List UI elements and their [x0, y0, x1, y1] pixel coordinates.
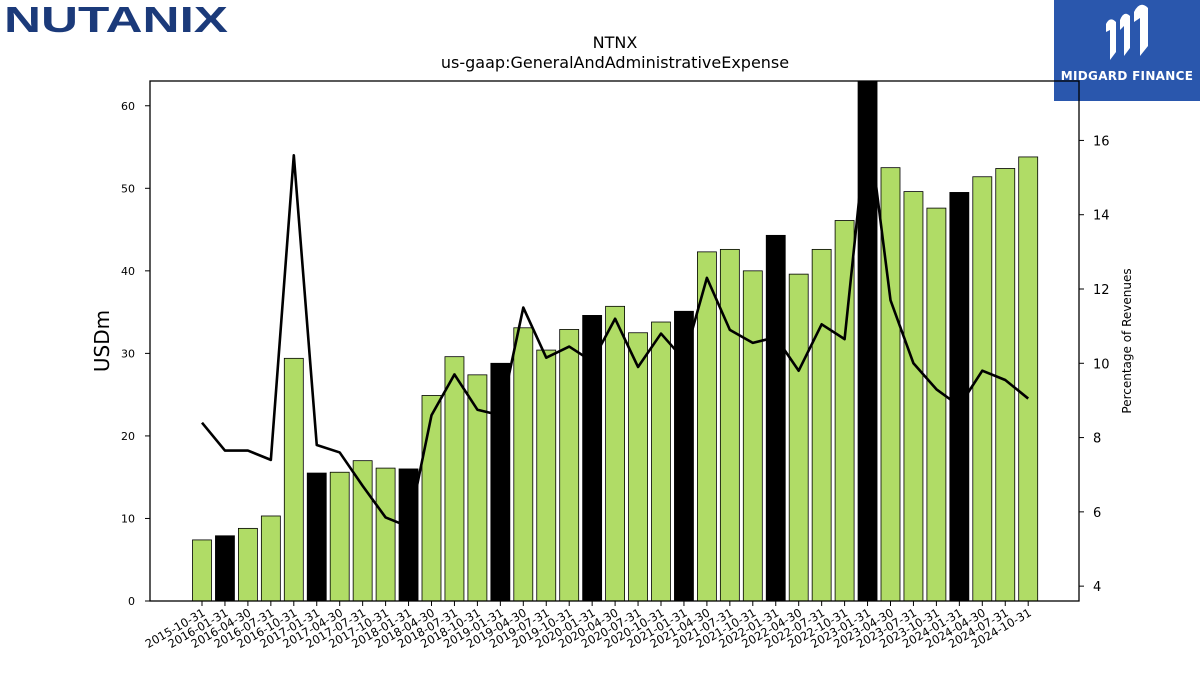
- bar-2021-01-31: [674, 310, 694, 602]
- bar-2024-10-31: [1018, 156, 1039, 602]
- bar-2016-04-30: [237, 527, 258, 602]
- bar-2024-04-30: [972, 176, 993, 602]
- y2-tick-label: 10: [1093, 357, 1110, 372]
- y-tick-label: 50: [121, 182, 135, 195]
- bar-2020-07-31: [628, 332, 648, 602]
- left-axis-ticks: 0 10 20 30 40 50 60: [121, 100, 150, 608]
- y2-tick-label: 4: [1093, 580, 1101, 595]
- bar-2021-10-31: [742, 270, 763, 602]
- bar-2019-07-31: [536, 349, 557, 602]
- bar-2019-10-31: [559, 329, 580, 602]
- percentage-line: [200, 116, 1030, 529]
- y2-tick-label: 14: [1093, 209, 1110, 224]
- y-axis-label: USDm: [90, 310, 114, 372]
- midgard-bars-icon: [1106, 4, 1148, 60]
- bar-2018-04-30: [421, 395, 442, 602]
- y-tick-label: 30: [121, 347, 135, 360]
- bar-2017-04-30: [329, 471, 350, 602]
- y2-tick-label: 8: [1093, 432, 1101, 447]
- y-tick-label: 40: [121, 265, 135, 278]
- chart-subtitle: us-gaap:GeneralAndAdministrativeExpense: [441, 53, 789, 72]
- bar-2017-10-31: [375, 467, 396, 602]
- bar-2019-04-30: [513, 327, 534, 602]
- bar-2022-01-31: [765, 234, 786, 602]
- bar-2020-04-30: [605, 305, 625, 602]
- nutanix-logo-text: NUTANIX: [4, 2, 228, 40]
- bar-2023-04-30: [880, 167, 901, 602]
- bar-2017-01-31: [306, 472, 327, 602]
- y2-tick-label: 12: [1093, 283, 1110, 298]
- bar-2017-07-31: [352, 460, 373, 602]
- y2-tick-label: 6: [1093, 506, 1101, 521]
- bar-2016-10-31: [283, 357, 304, 602]
- bar-2022-07-31: [811, 248, 832, 602]
- y-tick-label: 0: [128, 595, 135, 608]
- midgard-finance-name: MIDGARD FINANCE: [1060, 69, 1194, 83]
- bar-2020-10-31: [651, 321, 671, 602]
- bar-2018-07-31: [444, 356, 465, 602]
- y2-axis-label: Percentage of Revenues: [1120, 268, 1134, 413]
- y2-tick-label: 16: [1093, 134, 1110, 149]
- bar-2016-01-31: [215, 535, 235, 602]
- x-axis-ticks: 2015-10-312016-01-312016-04-302016-07-31…: [143, 601, 1034, 651]
- y-tick-label: 20: [121, 430, 135, 443]
- bar-2019-01-31: [490, 362, 511, 602]
- bar-2022-04-30: [788, 273, 809, 602]
- y-tick-label: 60: [121, 100, 135, 113]
- chart-title: NTNX: [593, 33, 638, 52]
- y-tick-label: 10: [121, 512, 135, 525]
- bar-2023-07-31: [903, 191, 924, 602]
- plot-frame: [149, 80, 1080, 602]
- bar-group: [192, 80, 1039, 602]
- nutanix-logo: NUTANIX: [4, 2, 228, 40]
- bar-2023-01-31: [857, 80, 878, 602]
- bar-2021-07-31: [719, 248, 740, 602]
- bar-2015-10-31: [192, 539, 212, 602]
- right-axis-ticks: 4 6 8 10 12 14 16: [1079, 134, 1110, 595]
- bar-2023-10-31: [926, 207, 947, 602]
- midgard-finance-logo: MIDGARD FINANCE: [1054, 0, 1200, 101]
- line-group: [200, 116, 1030, 529]
- bar-2016-07-31: [260, 515, 281, 602]
